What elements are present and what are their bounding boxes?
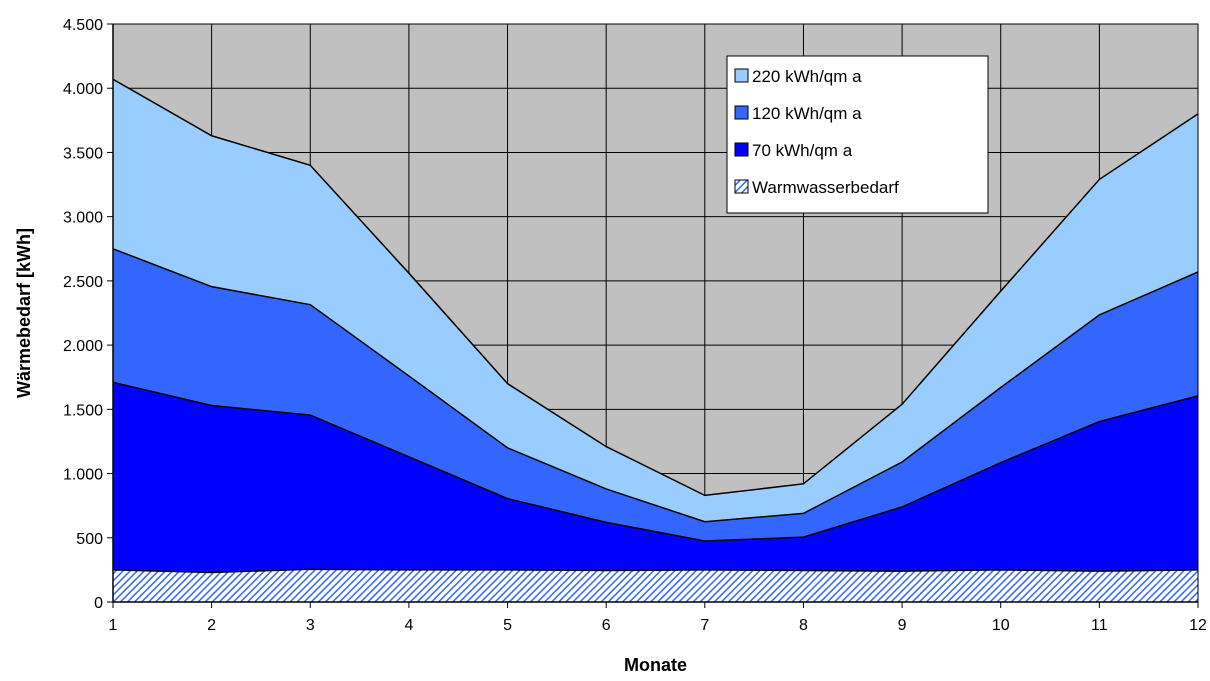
y-tick-label: 3.000 xyxy=(63,210,103,227)
line-120-kwh-qm-a xyxy=(112,248,1199,523)
x-tick-label: 11 xyxy=(1091,617,1108,634)
y-tick-label: 0 xyxy=(94,595,103,612)
legend-label: 70 kWh/qm a xyxy=(752,141,853,160)
x-tick-label: 6 xyxy=(602,617,611,634)
x-tick-label: 9 xyxy=(898,617,907,634)
line-220-kwh-qm-a xyxy=(112,78,1199,497)
x-tick-label: 3 xyxy=(306,617,315,634)
x-tick-label: 2 xyxy=(207,617,216,634)
legend-swatch xyxy=(734,105,749,120)
y-tick-label: 3.500 xyxy=(63,145,103,162)
legend: 220 kWh/qm a 120 kWh/qm a 70 kWh/qm a Warmw… xyxy=(726,55,989,214)
x-axis-label: Monate xyxy=(624,655,687,675)
y-tick-label: 2.000 xyxy=(63,338,103,355)
area-70-kwh-qm-a xyxy=(113,382,1198,602)
y-tick-label: 1.000 xyxy=(63,467,103,484)
x-tick-label: 12 xyxy=(1189,617,1207,634)
x-axis-ticks: 1 2 3 4 5 6 7 8 9 10 11 12 xyxy=(109,602,1207,634)
y-tick-label: 1.500 xyxy=(63,402,103,419)
x-tick-label: 1 xyxy=(109,617,118,634)
plot-border xyxy=(112,23,1199,603)
legend-swatch xyxy=(734,68,749,83)
series-lines xyxy=(112,78,1199,574)
x-tick-label: 5 xyxy=(503,617,512,634)
x-tick-label: 10 xyxy=(992,617,1010,634)
area-series xyxy=(113,79,1198,603)
y-tick-label: 4.500 xyxy=(63,17,103,34)
legend-label: 220 kWh/qm a xyxy=(752,67,862,86)
legend-label: 120 kWh/qm a xyxy=(752,104,862,123)
line-warmwasserbedarf xyxy=(112,568,1199,574)
area-warmwasserbedarf xyxy=(113,569,1198,602)
y-tick-label: 500 xyxy=(76,531,103,548)
line-70-kwh-qm-a xyxy=(112,381,1199,542)
legend-label: Warmwasserbedarf xyxy=(752,178,899,197)
legend-swatch xyxy=(734,179,749,194)
axes xyxy=(112,23,1199,603)
x-tick-label: 7 xyxy=(700,617,709,634)
x-tick-label: 8 xyxy=(799,617,808,634)
legend-box xyxy=(726,55,989,214)
x-tick-label: 4 xyxy=(404,617,413,634)
y-axis-ticks: 0 500 1.000 1.500 2.000 2.500 3.000 3.500 4.000 4… xyxy=(63,17,113,612)
y-tick-label: 2.500 xyxy=(63,274,103,291)
y-axis-label: Wärmebedarf [kWh] xyxy=(14,228,34,398)
legend-swatch xyxy=(734,142,749,157)
y-tick-label: 4.000 xyxy=(63,81,103,98)
